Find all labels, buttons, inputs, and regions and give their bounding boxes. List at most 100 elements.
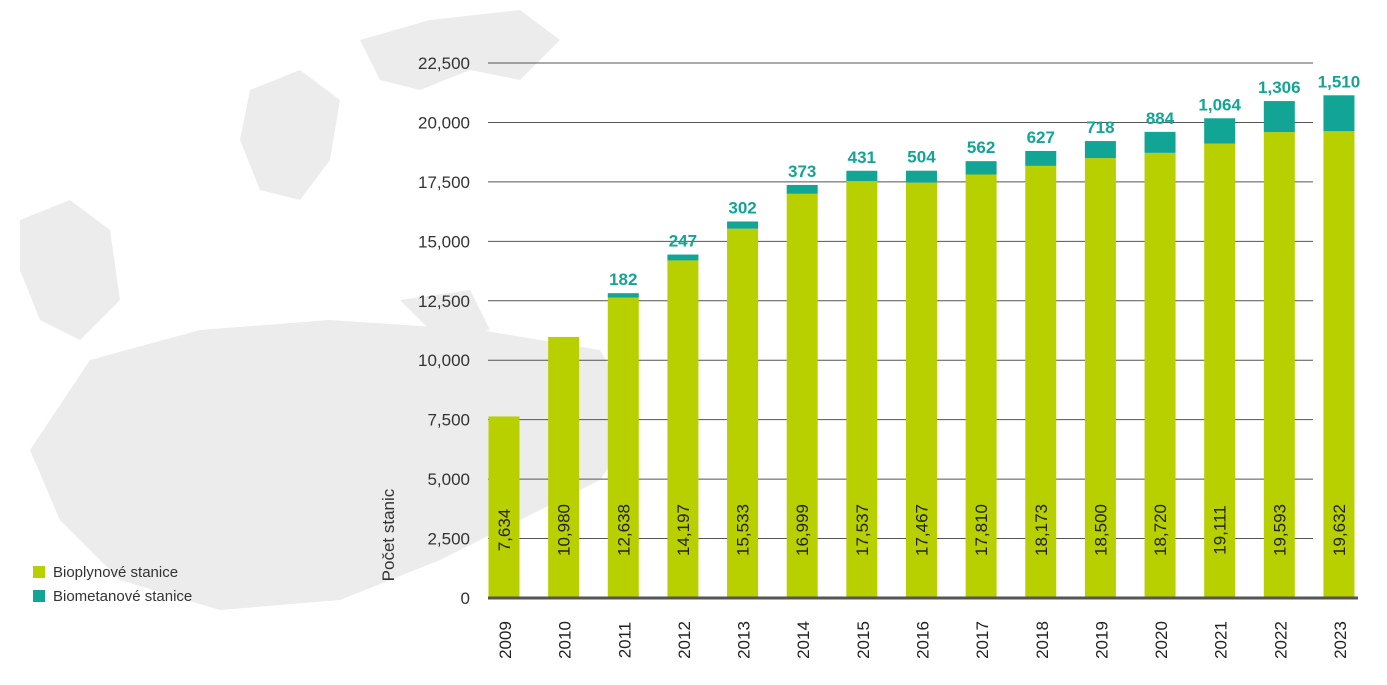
data-label-biogas: 15,533 — [734, 504, 753, 556]
x-tick-label: 2013 — [735, 621, 754, 659]
map-region-1 — [240, 70, 340, 200]
data-label-biogas: 19,593 — [1270, 504, 1289, 556]
bar-biomethane-2015 — [846, 170, 878, 182]
bar-biomethane-2023 — [1323, 95, 1355, 132]
y-tick-label: 12,500 — [418, 292, 470, 311]
x-tick-label: 2021 — [1212, 621, 1231, 659]
y-tick-label: 17,500 — [418, 173, 470, 192]
data-label-biomethane: 182 — [609, 270, 637, 289]
x-tick-label: 2016 — [913, 621, 932, 659]
data-label-biomethane: 1,064 — [1198, 95, 1241, 114]
bar-biomethane-2012 — [667, 254, 699, 261]
bar-biogas-2011 — [607, 297, 639, 598]
bar-biogas-2020 — [1144, 152, 1176, 598]
y-tick-label: 20,000 — [418, 113, 470, 132]
data-label-biogas: 17,537 — [853, 504, 872, 556]
bar-biogas-2010 — [548, 336, 580, 598]
bar-biogas-2012 — [667, 260, 699, 598]
bar-biomethane-2018 — [1025, 150, 1057, 166]
x-tick-label: 2020 — [1152, 621, 1171, 659]
bar-biomethane-2017 — [965, 161, 997, 175]
data-label-biomethane: 627 — [1027, 128, 1055, 147]
data-label-biomethane: 504 — [907, 148, 936, 167]
bar-biogas-2021 — [1204, 143, 1236, 598]
data-label-biogas: 17,810 — [972, 504, 991, 556]
europe-map-background — [20, 10, 640, 610]
data-label-biomethane: 373 — [788, 162, 816, 181]
bar-biomethane-2020 — [1144, 131, 1176, 153]
map-region-5 — [400, 290, 490, 340]
bar-biogas-2015 — [846, 181, 878, 599]
legend-item-biogas: Bioplynové stanice — [33, 560, 192, 584]
data-label-biogas: 17,467 — [912, 504, 931, 556]
bar-biogas-2014 — [786, 193, 818, 598]
y-tick-label: 5,000 — [427, 470, 470, 489]
data-label-biogas: 18,720 — [1151, 504, 1170, 556]
data-label-biomethane: 1,510 — [1318, 72, 1361, 91]
data-label-biogas: 7,634 — [495, 509, 514, 552]
data-label-biogas: 19,111 — [1211, 505, 1230, 554]
data-label-biogas: 18,173 — [1032, 504, 1051, 556]
data-label-biomethane: 431 — [848, 148, 876, 167]
bar-biomethane-2019 — [1084, 141, 1116, 159]
x-tick-label: 2017 — [973, 621, 992, 659]
legend-label-biogas: Bioplynové stanice — [53, 563, 179, 581]
map-region-0 — [360, 10, 560, 90]
bar-biomethane-2022 — [1263, 101, 1295, 133]
legend-swatch-biomethane — [33, 590, 45, 602]
bar-biomethane-2016 — [905, 170, 937, 183]
y-tick-label: 7,500 — [427, 411, 470, 430]
bar-biomethane-2014 — [786, 184, 818, 194]
map-region-2 — [20, 200, 120, 340]
x-tick-label: 2015 — [854, 621, 873, 659]
data-label-biogas: 19,632 — [1330, 504, 1349, 556]
legend: Bioplynové stanice Biometanové stanice — [33, 560, 192, 608]
bar-biogas-2009 — [488, 416, 520, 598]
data-label-biomethane: 884 — [1146, 109, 1175, 128]
legend-item-biomethane: Biometanové stanice — [33, 584, 192, 608]
y-axis-ticks: 0 2,500 5,000 7,500 10,000 12,500 15,000 17,500… — [418, 54, 470, 608]
bar-biogas-2022 — [1263, 132, 1295, 598]
y-tick-label: 2,500 — [427, 530, 470, 549]
bar-biogas-2016 — [905, 182, 937, 598]
map-region-3 — [30, 320, 640, 610]
bar-biomethane-2021 — [1204, 118, 1236, 144]
legend-swatch-biogas — [33, 566, 45, 578]
x-tick-label: 2009 — [496, 621, 515, 659]
legend-label-biomethane: Biometanové stanice — [53, 587, 193, 605]
data-label-biogas: 16,999 — [793, 504, 812, 556]
data-label-biomethane: 1,306 — [1258, 78, 1301, 97]
bar-biogas-2017 — [965, 174, 997, 599]
y-tick-label: 10,000 — [418, 351, 470, 370]
bar-biogas-2023 — [1323, 131, 1355, 598]
data-label-biogas: 14,197 — [674, 504, 693, 556]
x-tick-label: 2014 — [794, 621, 813, 659]
bar-biogas-2018 — [1025, 165, 1057, 598]
bar-biogas-2019 — [1084, 158, 1116, 598]
y-axis-label: Počet stanic — [379, 488, 398, 581]
y-tick-label: 15,000 — [418, 232, 470, 251]
x-axis-ticks: 2009 2010 2011 2012 2013 2014 2015 2016 2017 2018… — [496, 621, 1350, 659]
data-label-biomethane: 718 — [1086, 118, 1114, 137]
x-tick-label: 2022 — [1271, 621, 1290, 659]
y-tick-label: 22,500 — [418, 54, 470, 73]
bar-biomethane-2013 — [727, 221, 759, 229]
y-tick-label: 0 — [461, 589, 470, 608]
data-label-biomethane: 247 — [669, 232, 697, 251]
x-tick-label: 2019 — [1092, 621, 1111, 659]
bars: 7,634 10,980 12,638 182 14,197 247 15,533 302 16… — [488, 72, 1361, 599]
bar-biogas-2013 — [727, 228, 759, 598]
x-tick-label: 2011 — [615, 622, 634, 659]
map-region-4 — [260, 470, 320, 580]
bar-biomethane-2011 — [607, 293, 639, 298]
data-label-biomethane: 562 — [967, 138, 995, 157]
x-tick-label: 2010 — [556, 621, 575, 659]
data-label-biogas: 12,638 — [614, 504, 633, 556]
x-tick-label: 2018 — [1033, 621, 1052, 659]
data-label-biomethane: 302 — [728, 198, 756, 217]
data-label-biogas: 18,500 — [1091, 504, 1110, 556]
data-label-biogas: 10,980 — [555, 504, 574, 556]
x-tick-label: 2012 — [675, 621, 694, 659]
